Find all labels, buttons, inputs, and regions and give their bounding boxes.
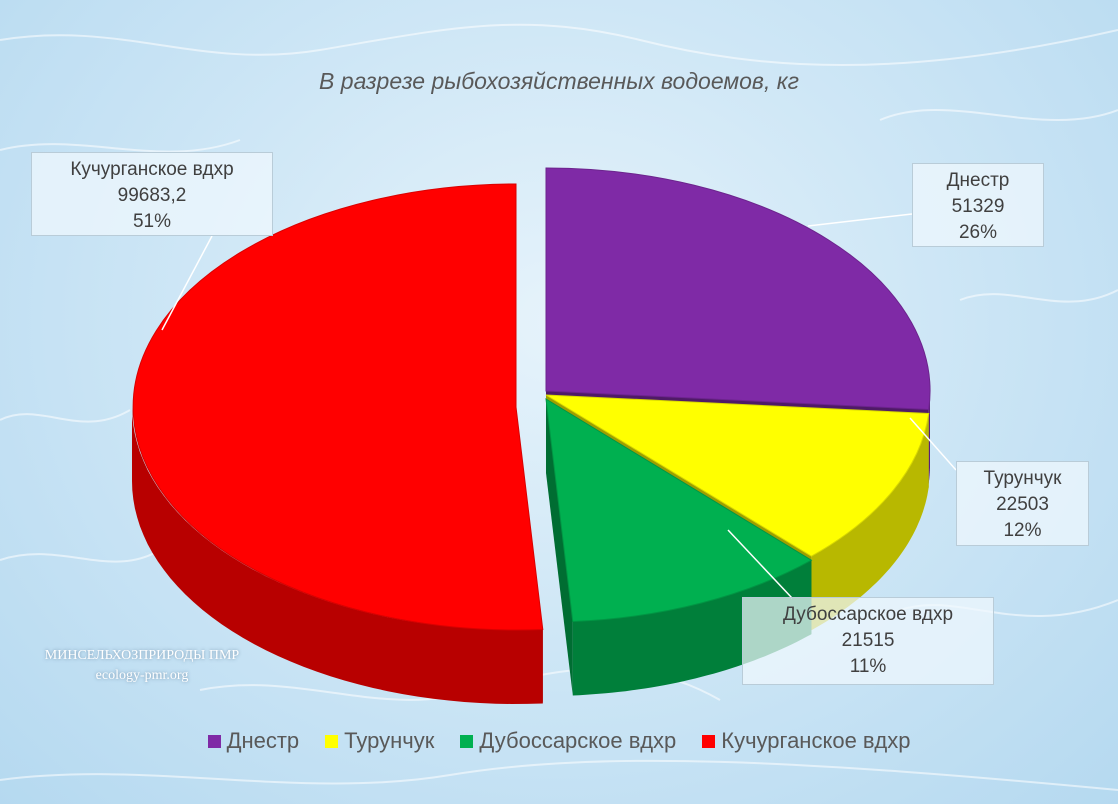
pie-tops	[132, 167, 931, 631]
data-label-dubossary-percent: 11%	[849, 656, 887, 677]
legend-item-turunchuk: Турунчук	[325, 728, 434, 754]
data-label-dnestr-value: 51329	[951, 196, 1005, 217]
legend-item-kuchurgan: Кучурганское вдхр	[702, 728, 910, 754]
leader-line-turunchuk	[909, 417, 957, 471]
chart-title: В разрезе рыбохозяйственных водоемов, кг	[319, 68, 799, 94]
legend: Днестр Турунчук Дубоссарское вдхр Кучург…	[0, 728, 1118, 754]
data-label-kuchurgan: Кучурганское вдхр 99683,2 51%	[31, 152, 273, 236]
pie-cut-dubossary-1	[546, 399, 573, 696]
legend-label-dubossary: Дубоссарское вдхр	[479, 728, 677, 753]
leader-line-kuchurgan	[161, 235, 213, 331]
legend-label-kuchurgan: Кучурганское вдхр	[721, 728, 911, 753]
legend-label-dnestr: Днестр	[226, 728, 300, 753]
data-label-turunchuk-percent: 12%	[1003, 520, 1042, 541]
leader-line-dubossary	[727, 529, 793, 599]
watermark-site: ecology-pmr.org	[95, 668, 189, 683]
watermark: МИНСЕЛЬХОЗПРИРОДЫ ПМР ecology-pmr.org	[14, 646, 270, 686]
pie-slice-kuchurgan	[132, 183, 544, 631]
data-label-dubossary: Дубоссарское вдхр 21515 11%	[742, 597, 994, 685]
legend-swatch-dnestr	[207, 734, 221, 748]
pie-wall-turunchuk	[811, 413, 929, 631]
pie-wall-dubossary	[572, 560, 812, 696]
leader-line-dnestr	[807, 213, 913, 227]
data-label-turunchuk-name: Турунчук	[983, 468, 1062, 489]
legend-swatch-turunchuk	[325, 734, 339, 748]
legend-item-dubossary: Дубоссарское вдхр	[460, 728, 676, 754]
legend-swatch-kuchurgan	[702, 734, 716, 748]
data-label-dubossary-name: Дубоссарское вдхр	[782, 604, 954, 625]
data-label-kuchurgan-name: Кучурганское вдхр	[70, 159, 234, 180]
pie-slice-turunchuk	[545, 394, 930, 557]
data-label-turunchuk: Турунчук 22503 12%	[956, 461, 1089, 546]
pie-slice-dubossary	[545, 398, 813, 623]
data-label-dnestr: Днестр 51329 26%	[912, 163, 1044, 247]
legend-item-dnestr: Днестр	[207, 728, 300, 754]
data-label-turunchuk-value: 22503	[996, 494, 1049, 515]
legend-label-turunchuk: Турунчук	[344, 728, 435, 753]
legend-swatch-dubossary	[460, 734, 474, 748]
data-label-kuchurgan-value: 99683,2	[117, 185, 187, 206]
watermark-org: МИНСЕЛЬХОЗПРИРОДЫ ПМР	[44, 648, 240, 663]
data-label-dubossary-value: 21515	[841, 630, 895, 651]
data-label-kuchurgan-percent: 51%	[132, 211, 172, 232]
pie-slice-dnestr	[545, 167, 931, 411]
pie-wall-kuchurgan	[132, 407, 543, 704]
data-label-dnestr-percent: 26%	[958, 222, 998, 243]
data-label-dnestr-name: Днестр	[946, 170, 1010, 191]
